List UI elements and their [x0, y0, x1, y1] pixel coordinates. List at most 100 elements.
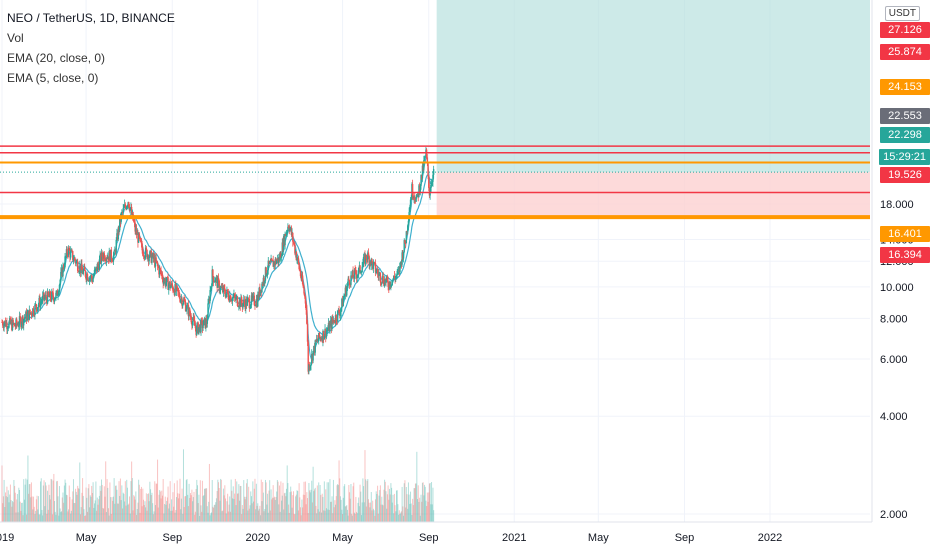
- candle-body: [95, 266, 97, 269]
- volume-bar: [56, 480, 58, 522]
- candle-body: [393, 275, 395, 280]
- candle-body: [311, 354, 314, 361]
- currency-button[interactable]: USDT: [884, 6, 920, 21]
- profit-target-zone[interactable]: [436, 0, 870, 173]
- candle-body: [84, 270, 87, 277]
- volume-bar: [353, 512, 355, 522]
- volume-bar: [63, 485, 65, 522]
- volume-bar: [272, 485, 274, 522]
- candle-body: [137, 233, 140, 243]
- volume-bar: [385, 491, 387, 522]
- candle-body: [273, 261, 275, 267]
- candle-body: [268, 260, 270, 264]
- candle-body: [170, 283, 173, 287]
- candle-body: [383, 282, 385, 286]
- stop-loss-zone[interactable]: [436, 172, 870, 218]
- volume-bar: [24, 484, 26, 522]
- volume-bar: [375, 491, 377, 522]
- volume-bar: [65, 494, 67, 522]
- candle-body: [34, 304, 37, 305]
- volume-bar: [281, 500, 283, 522]
- volume-bar: [318, 511, 320, 522]
- candle-body: [173, 291, 176, 296]
- volume-bar: [37, 509, 39, 522]
- indicator-ema-20[interactable]: EMA (20, close, 0): [7, 51, 106, 65]
- candle-body: [336, 320, 338, 322]
- y-tick-label: 4.000: [880, 411, 908, 423]
- candle-body: [124, 204, 127, 207]
- volume-bar: [231, 490, 233, 522]
- candle-body: [409, 206, 411, 213]
- candle-body: [232, 296, 234, 298]
- candle-body: [259, 287, 261, 296]
- candle-body: [24, 317, 26, 319]
- volume-bar: [147, 493, 149, 522]
- candle-body: [379, 273, 382, 283]
- volume-bar: [357, 502, 359, 522]
- candle-body: [172, 286, 174, 292]
- volume-bar: [255, 483, 257, 522]
- candle-body: [62, 265, 65, 269]
- candle-body: [102, 253, 105, 259]
- volume-bar: [129, 496, 131, 522]
- candle-body: [395, 276, 397, 280]
- volume-bar: [383, 489, 385, 522]
- candle-body: [131, 212, 134, 215]
- candle-body: [352, 270, 354, 278]
- candle-body: [347, 278, 349, 284]
- candle-body: [182, 303, 184, 307]
- candle-body: [366, 259, 368, 260]
- candle-body: [151, 256, 153, 263]
- candle-body: [240, 297, 243, 304]
- candle-body: [55, 292, 57, 299]
- indicator-ema-5[interactable]: EMA (5, close, 0): [7, 71, 99, 85]
- volume-bar: [274, 499, 276, 522]
- candle-body: [155, 257, 157, 262]
- volume-bar: [204, 488, 206, 522]
- volume-bar: [341, 509, 343, 522]
- volume-bar: [319, 485, 321, 522]
- volume-bar: [225, 498, 227, 522]
- volume-bar: [269, 480, 271, 522]
- volume-bar: [110, 497, 112, 522]
- candle-body: [334, 322, 336, 324]
- candle-body: [332, 317, 334, 322]
- candle-body: [324, 328, 326, 337]
- candle-body: [16, 319, 18, 325]
- volume-bar: [413, 488, 415, 522]
- candle-body: [196, 325, 198, 335]
- candle-body: [157, 265, 159, 268]
- volume-bar: [304, 494, 306, 522]
- volume-bar: [216, 491, 218, 522]
- volume-bar: [47, 509, 49, 522]
- indicator-volume[interactable]: Vol: [7, 31, 24, 45]
- candle-body: [311, 354, 313, 363]
- candle-body: [194, 320, 196, 326]
- candle-body: [400, 261, 402, 263]
- x-tick-label: May: [76, 532, 97, 544]
- candle-body: [9, 318, 11, 322]
- volume-bar: [236, 493, 238, 522]
- volume-bar: [154, 481, 156, 522]
- candle-body: [112, 255, 115, 262]
- candle-body: [245, 298, 247, 310]
- candle-body: [167, 277, 169, 290]
- candle-body: [6, 322, 8, 330]
- candle-body: [115, 239, 117, 253]
- candle-body: [318, 332, 321, 338]
- candle-body: [350, 275, 352, 285]
- volume-bar: [285, 488, 287, 522]
- volume-bar: [96, 510, 98, 522]
- volume-bar: [160, 498, 162, 522]
- volume-bar: [411, 514, 413, 522]
- candle-body: [123, 204, 126, 208]
- candle-body: [241, 303, 244, 308]
- volume-bar: [342, 497, 344, 522]
- volume-bar: [152, 503, 154, 522]
- volume-bar: [333, 507, 335, 522]
- candle-body: [209, 290, 211, 301]
- candle-body: [373, 262, 375, 263]
- volume-bar: [9, 494, 11, 522]
- candle-body: [85, 276, 87, 280]
